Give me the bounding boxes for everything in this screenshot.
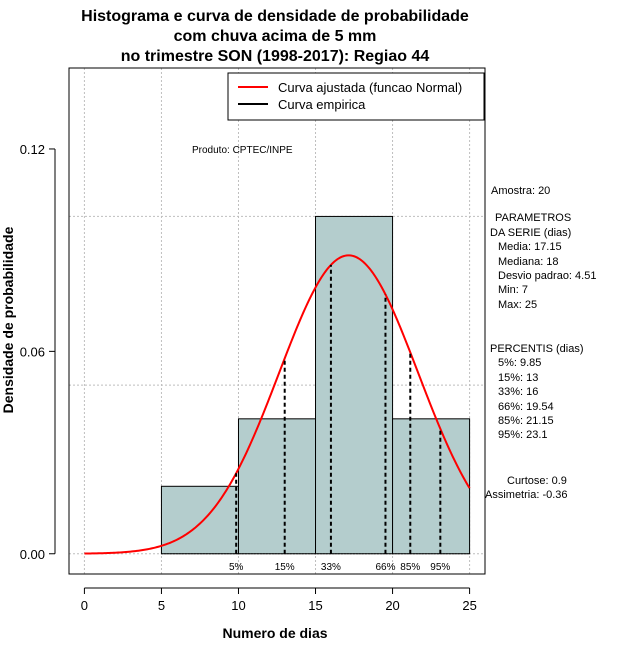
x-tick-label: 25 [462,598,476,613]
normal-curve-layer [84,254,471,555]
y-tick-label: 0.06 [20,344,45,359]
percentile-label: 5% [229,562,244,573]
percentile-label: 15% [275,562,295,573]
stat-parametros-heading: PARAMETROS [495,212,571,224]
stat-p66: 66%: 19.54 [498,401,554,413]
stat-p5: 5%: 9.85 [498,357,541,369]
x-axis-label: Numero de dias [222,625,327,641]
stats-panel: Amostra: 20 PARAMETROS DA SERIE (dias) M… [485,185,596,501]
histogram-bar [160,485,239,555]
histogram-bar [315,215,394,555]
y-tick-label: 0.00 [20,547,45,562]
legend-label-empirical: Curva empirica [278,97,366,112]
percentile-label: 85% [400,562,420,573]
chart-title-line-1: Histograma e curva de densidade de proba… [81,8,469,25]
histogram-bar [237,418,317,555]
y-tick-label: 0.12 [20,142,45,157]
x-tick-label: 15 [308,598,322,613]
stat-desvio-padrao: Desvio padrao: 4.51 [498,270,596,282]
axes: 0 5 10 15 20 25 0.00 0.06 0.12 [20,67,486,613]
x-tick-label: 0 [81,598,88,613]
stat-amostra: Amostra: 20 [491,185,550,197]
legend: Curva ajustada (funcao Normal) Curva emp… [227,72,485,121]
legend-label-fitted: Curva ajustada (funcao Normal) [278,80,462,95]
x-tick-label: 10 [231,598,245,613]
stat-curtose: Curtose: 0.9 [507,475,567,487]
produto-label: Produto: CPTEC/INPE [192,145,293,156]
stat-min: Min: 7 [498,284,528,296]
stat-p95: 95%: 23.1 [498,429,548,441]
percentile-markers: 5% 15% 33% 66% 85% 95% [229,264,450,573]
percentile-label: 95% [430,562,450,573]
chart-title-line-3: no trimestre SON (1998-2017): Regiao 44 [121,48,430,65]
stat-p85: 85%: 21.15 [498,415,554,427]
stat-p15: 15%: 13 [498,372,538,384]
stat-p33: 33%: 16 [498,386,538,398]
stat-max: Max: 25 [498,299,537,311]
chart-title-line-2: com chuva acima de 5 mm [174,28,377,45]
x-tick-label: 20 [385,598,399,613]
stat-media: Media: 17.15 [498,241,562,253]
x-tick-label: 5 [158,598,165,613]
legend-box [227,72,485,121]
plot-frame [68,67,486,575]
stat-assimetria: Assimetria: -0.36 [485,489,568,501]
percentile-label: 66% [375,562,395,573]
stat-percentis-heading: PERCENTIS (dias) [490,343,584,355]
y-axis-label: Densidade de probabilidade [0,226,16,413]
stat-da-serie-heading: DA SERIE (dias) [490,227,571,239]
percentile-label: 33% [321,562,341,573]
histogram-bar [392,418,471,555]
normal-curve [84,254,471,555]
stat-mediana: Mediana: 18 [498,256,559,268]
